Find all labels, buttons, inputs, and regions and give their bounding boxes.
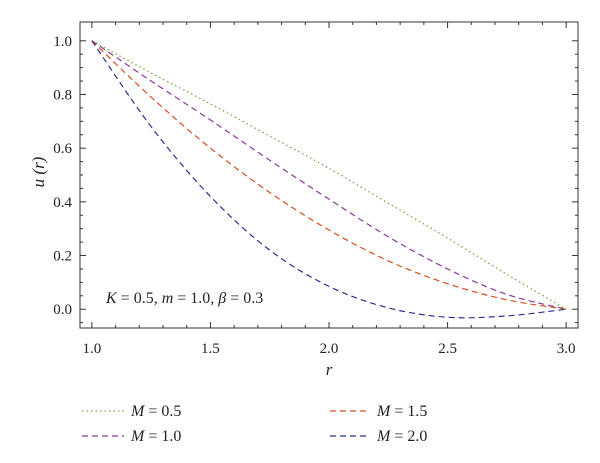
parameter-annotation: K = 0.5, m = 1.0, β = 0.3 <box>105 290 263 307</box>
legend-symbol-m-1-5: M <box>376 403 392 420</box>
x-tick-label-3-0: 3.0 <box>557 341 576 357</box>
legend-value-m-0-5: = 0.5 <box>144 403 181 420</box>
annotation-beta-value: = 0.3 <box>226 290 263 307</box>
legend-item-m-1-0: M = 1.0 <box>82 428 181 445</box>
series-line-m-0-5 <box>91 40 567 310</box>
axis-ticks: 1.0 1.5 2.0 2.5 3.0 0.0 0.2 0.4 0.6 0.8 1.0 <box>53 22 578 357</box>
legend-symbol-m-0-5: M <box>130 403 146 420</box>
legend-label-m-1-5: M = 1.5 <box>376 403 427 420</box>
legend-value-m-1-5: = 1.5 <box>390 403 427 420</box>
x-tick-label-2-5: 2.5 <box>438 341 457 357</box>
annotation-k-symbol: K <box>105 290 118 307</box>
legend-symbol-m-1-0: M <box>130 428 146 445</box>
x-tick-label-1-0: 1.0 <box>82 341 101 357</box>
plot-frame <box>79 21 579 329</box>
annotation-k-value: = 0.5, <box>117 290 162 307</box>
annotation-beta-symbol: β <box>217 290 226 307</box>
y-tick-label-0-6: 0.6 <box>53 141 72 157</box>
legend-item-m-2-0: M = 2.0 <box>330 428 427 445</box>
series-line-m-1-0 <box>91 40 567 310</box>
y-tick-label-0-0: 0.0 <box>53 302 72 318</box>
series-lines <box>91 40 567 319</box>
annotation-m-symbol: m <box>162 290 174 307</box>
x-tick-label-1-5: 1.5 <box>201 341 220 357</box>
legend: M = 0.5 M = 1.0 M = 1.5 M = 2.0 <box>82 403 427 445</box>
series-line-m-2-0 <box>91 40 567 319</box>
legend-value-m-1-0: = 1.0 <box>144 428 181 445</box>
legend-item-m-1-5: M = 1.5 <box>330 403 427 420</box>
legend-value-m-2-0: = 2.0 <box>390 428 427 445</box>
y-tick-label-0-8: 0.8 <box>53 87 72 103</box>
y-tick-label-0-2: 0.2 <box>53 249 72 265</box>
y-tick-label-0-4: 0.4 <box>53 195 72 211</box>
legend-symbol-m-2-0: M <box>376 428 392 445</box>
series-line-m-1-5 <box>91 40 567 310</box>
x-tick-label-2-0: 2.0 <box>320 341 339 357</box>
legend-item-m-0-5: M = 0.5 <box>82 403 181 420</box>
y-tick-label-1-0: 1.0 <box>53 34 72 50</box>
y-axis-label: u (r) <box>29 156 48 187</box>
legend-label-m-1-0: M = 1.0 <box>130 428 181 445</box>
legend-label-m-0-5: M = 0.5 <box>130 403 181 420</box>
x-axis-label: r <box>326 360 333 379</box>
legend-label-m-2-0: M = 2.0 <box>376 428 427 445</box>
plot-frame-border <box>79 21 579 329</box>
annotation-m-value: = 1.0, <box>173 290 218 307</box>
